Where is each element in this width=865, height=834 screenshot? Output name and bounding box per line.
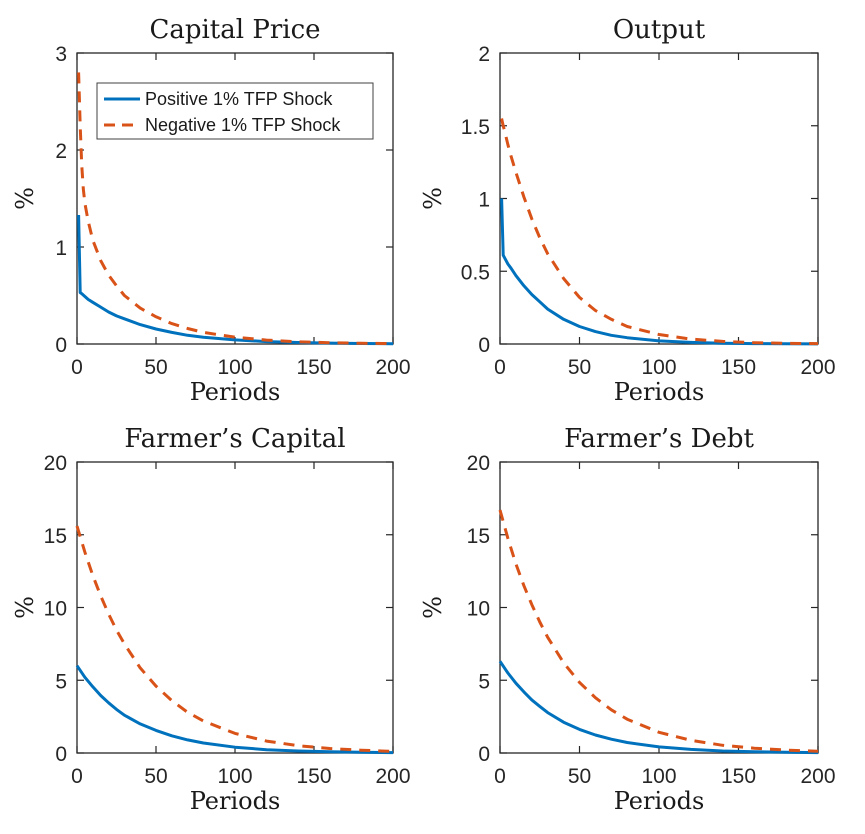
x-axis-label: Periods xyxy=(190,787,281,815)
y-tick-label: 0.5 xyxy=(461,261,490,284)
y-tick-label: 20 xyxy=(467,452,490,475)
x-tick-label: 100 xyxy=(641,356,676,379)
legend: Positive 1% TFP Shock Negative 1% TFP Sho… xyxy=(96,82,374,140)
x-tick-label: 50 xyxy=(568,356,591,379)
x-tick-label: 200 xyxy=(375,356,410,379)
series-positive-line xyxy=(500,198,819,346)
y-axis-label: % xyxy=(11,596,39,619)
y-tick-label: 0 xyxy=(478,334,490,357)
y-axis-label: % xyxy=(11,187,39,210)
x-axis-label: Periods xyxy=(190,378,281,406)
y-tick-label: 0 xyxy=(478,743,490,766)
plot-title: Output xyxy=(613,15,706,45)
x-tick-label: 0 xyxy=(71,356,83,379)
y-tick-label: 20 xyxy=(44,452,67,475)
y-tick-label: 1.5 xyxy=(461,116,490,139)
legend-box xyxy=(96,82,374,140)
x-tick-label: 50 xyxy=(144,356,167,379)
subplot-capital-price: 0 50 100 150 200 0 1 2 3 Capital Price Periods% Pos… xyxy=(11,15,411,406)
subplot-output: 0 50 100 150 200 0 0.5 1 1.5 2 Output Periods% xyxy=(419,15,836,406)
y-tick-label: 2 xyxy=(478,43,490,66)
legend-label: Negative 1% TFP Shock xyxy=(145,115,341,135)
plot-title: Capital Price xyxy=(149,15,320,45)
x-tick-label: 150 xyxy=(296,765,331,788)
x-tick-label: 200 xyxy=(375,765,410,788)
x-tick-label: 0 xyxy=(71,765,83,788)
x-tick-label: 150 xyxy=(721,356,756,379)
plot-title: Farmer’s Debt xyxy=(564,424,754,454)
subplot-farmer-s-debt: 0 50 100 150 200 0 5 10 15 20 Farmer’s Debt Periods… xyxy=(419,424,836,815)
plot-title: Farmer’s Capital xyxy=(124,424,345,454)
series-positive-line xyxy=(77,214,394,346)
subplot-farmer-s-capital: 0 50 100 150 200 0 5 10 15 20 Farmer’s Capital Peri… xyxy=(11,424,411,815)
x-tick-label: 200 xyxy=(800,765,835,788)
y-tick-label: 15 xyxy=(44,525,67,548)
series-negative-line xyxy=(498,509,819,753)
series-positive-line xyxy=(498,660,819,755)
y-axis-label: % xyxy=(419,187,447,210)
legend-item: Negative 1% TFP Shock xyxy=(104,115,341,135)
plot-box xyxy=(76,461,394,754)
plot-box xyxy=(499,52,819,345)
series-positive-line xyxy=(75,664,394,755)
x-tick-label: 50 xyxy=(568,765,591,788)
x-axis-label: Periods xyxy=(614,378,705,406)
series-negative-line xyxy=(75,525,394,753)
plot-box xyxy=(499,461,819,754)
y-tick-label: 5 xyxy=(478,670,490,693)
x-tick-label: 200 xyxy=(800,356,835,379)
y-tick-label: 0 xyxy=(55,334,67,357)
y-tick-label: 1 xyxy=(55,237,67,260)
x-tick-label: 0 xyxy=(494,765,506,788)
y-tick-label: 5 xyxy=(55,670,67,693)
y-tick-label: 2 xyxy=(55,140,67,163)
y-tick-label: 10 xyxy=(467,598,490,621)
y-tick-label: 3 xyxy=(55,43,67,66)
x-axis-label: Periods xyxy=(614,787,705,815)
x-tick-label: 150 xyxy=(296,356,331,379)
y-axis-label: % xyxy=(419,596,447,619)
series-negative-line xyxy=(500,118,819,346)
y-tick-label: 10 xyxy=(44,598,67,621)
x-tick-label: 100 xyxy=(217,356,252,379)
series-negative-line xyxy=(77,72,394,346)
x-tick-label: 150 xyxy=(721,765,756,788)
x-tick-label: 50 xyxy=(144,765,167,788)
x-tick-label: 100 xyxy=(641,765,676,788)
y-tick-label: 0 xyxy=(55,743,67,766)
x-tick-label: 0 xyxy=(494,356,506,379)
x-tick-label: 100 xyxy=(217,765,252,788)
legend-item: Positive 1% TFP Shock xyxy=(104,89,333,109)
y-tick-label: 1 xyxy=(478,189,490,212)
y-tick-label: 15 xyxy=(467,525,490,548)
legend-label: Positive 1% TFP Shock xyxy=(145,89,333,109)
